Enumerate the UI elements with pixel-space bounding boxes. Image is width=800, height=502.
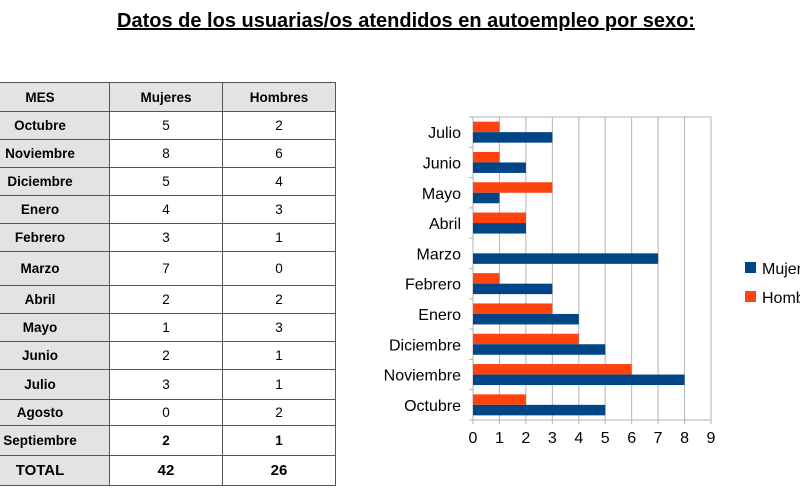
bar-mujeres-febrero bbox=[473, 283, 553, 295]
bar-hombres-mayo bbox=[473, 182, 553, 193]
bar-hombres-noviembre bbox=[473, 364, 632, 375]
bar-hombres-junio bbox=[473, 151, 500, 163]
month-cell: Abril bbox=[0, 285, 110, 314]
table-row: Octubre 5 2 bbox=[0, 111, 336, 140]
table-row: Marzo 7 0 bbox=[0, 251, 336, 286]
table-header-row: MES Mujeres Hombres bbox=[0, 82, 336, 112]
hombres-cell: 1 bbox=[222, 341, 336, 370]
hombres-cell: 3 bbox=[222, 313, 336, 342]
total-hombres: 26 bbox=[222, 455, 336, 486]
bar-hombres-diciembre bbox=[473, 333, 579, 345]
legend-swatch-mujeres bbox=[745, 262, 756, 273]
bar-mujeres-julio bbox=[473, 132, 553, 143]
bar-mujeres-octubre bbox=[473, 404, 606, 416]
data-table: MES Mujeres Hombres Octubre 5 2 Noviembre 8 6… bbox=[0, 82, 336, 486]
table-row: Abril 2 2 bbox=[0, 285, 336, 314]
table-row: Junio 2 1 bbox=[0, 341, 336, 370]
hombres-cell: 2 bbox=[222, 111, 336, 140]
bar-mujeres-noviembre bbox=[473, 374, 685, 386]
y-tick-label: Junio bbox=[423, 155, 461, 172]
month-cell: Diciembre bbox=[0, 167, 110, 196]
y-tick-label: Noviembre bbox=[384, 368, 461, 385]
mujeres-cell: 4 bbox=[109, 195, 223, 224]
x-tick-label: 0 bbox=[469, 430, 478, 447]
bar-mujeres-enero bbox=[473, 313, 579, 325]
month-cell: Marzo bbox=[0, 251, 110, 286]
bar-mujeres-diciembre bbox=[473, 344, 606, 355]
bar-hombres-julio bbox=[473, 121, 500, 133]
x-tick-label: 9 bbox=[707, 430, 716, 447]
mujeres-cell: 7 bbox=[109, 251, 223, 286]
month-cell: Enero bbox=[0, 195, 110, 224]
y-tick-label: Diciembre bbox=[389, 337, 461, 354]
hombres-cell: 3 bbox=[222, 195, 336, 224]
x-tick-label: 7 bbox=[654, 430, 663, 447]
mujeres-cell: 2 bbox=[109, 341, 223, 370]
y-tick-label: Octubre bbox=[404, 398, 461, 415]
hombres-cell: 4 bbox=[222, 167, 336, 196]
month-cell: Junio bbox=[0, 341, 110, 370]
mujeres-cell: 2 bbox=[109, 285, 223, 314]
total-row: TOTAL 42 26 bbox=[0, 455, 336, 486]
hombres-cell: 2 bbox=[222, 285, 336, 314]
hombres-cell: 2 bbox=[222, 399, 336, 426]
x-tick-label: 6 bbox=[627, 430, 636, 447]
x-tick-label: 1 bbox=[495, 430, 504, 447]
table-row: Noviembre 8 6 bbox=[0, 139, 336, 168]
x-tick-label: 4 bbox=[574, 430, 583, 447]
y-tick-label: Marzo bbox=[417, 246, 462, 263]
header-hombres: Hombres bbox=[222, 82, 336, 112]
table-row: Febrero 3 1 bbox=[0, 223, 336, 252]
x-tick-label: 5 bbox=[601, 430, 610, 447]
mujeres-cell: 3 bbox=[109, 369, 223, 400]
table-row: Mayo 1 3 bbox=[0, 313, 336, 342]
x-tick-label: 8 bbox=[680, 430, 689, 447]
y-tick-label: Mayo bbox=[422, 186, 461, 203]
legend-label-mujeres: Mujeres bbox=[762, 261, 800, 278]
total-mujeres: 42 bbox=[109, 455, 223, 486]
mujeres-cell: 1 bbox=[109, 313, 223, 342]
bar-mujeres-mayo bbox=[473, 192, 500, 204]
bar-mujeres-marzo bbox=[473, 253, 659, 264]
legend-swatch-hombres bbox=[745, 291, 756, 302]
month-cell: Febrero bbox=[0, 223, 110, 252]
hombres-cell: 1 bbox=[222, 369, 336, 400]
bar-hombres-enero bbox=[473, 303, 553, 314]
page-title: Datos de los usuarias/os atendidos en au… bbox=[117, 10, 695, 32]
bar-hombres-abril bbox=[473, 212, 526, 224]
bar-mujeres-junio bbox=[473, 162, 526, 173]
y-tick-label: Julio bbox=[428, 125, 461, 142]
x-tick-label: 2 bbox=[521, 430, 530, 447]
hombres-cell: 1 bbox=[222, 425, 336, 456]
table-row: Enero 4 3 bbox=[0, 195, 336, 224]
bar-hombres-octubre bbox=[473, 394, 526, 405]
month-cell: Octubre bbox=[0, 111, 110, 140]
bar-mujeres-abril bbox=[473, 223, 526, 234]
y-tick-label: Abril bbox=[429, 216, 461, 233]
total-label: TOTAL bbox=[0, 455, 110, 486]
legend-label-hombres: Hombres bbox=[762, 290, 800, 307]
y-tick-label: Enero bbox=[418, 307, 461, 324]
bar-hombres-febrero bbox=[473, 273, 500, 284]
table-row: Julio 3 1 bbox=[0, 369, 336, 400]
table-row: Diciembre 5 4 bbox=[0, 167, 336, 196]
hombres-cell: 1 bbox=[222, 223, 336, 252]
x-tick-label: 3 bbox=[548, 430, 557, 447]
y-tick-label: Febrero bbox=[405, 277, 461, 294]
month-cell: Mayo bbox=[0, 313, 110, 342]
mujeres-cell: 3 bbox=[109, 223, 223, 252]
